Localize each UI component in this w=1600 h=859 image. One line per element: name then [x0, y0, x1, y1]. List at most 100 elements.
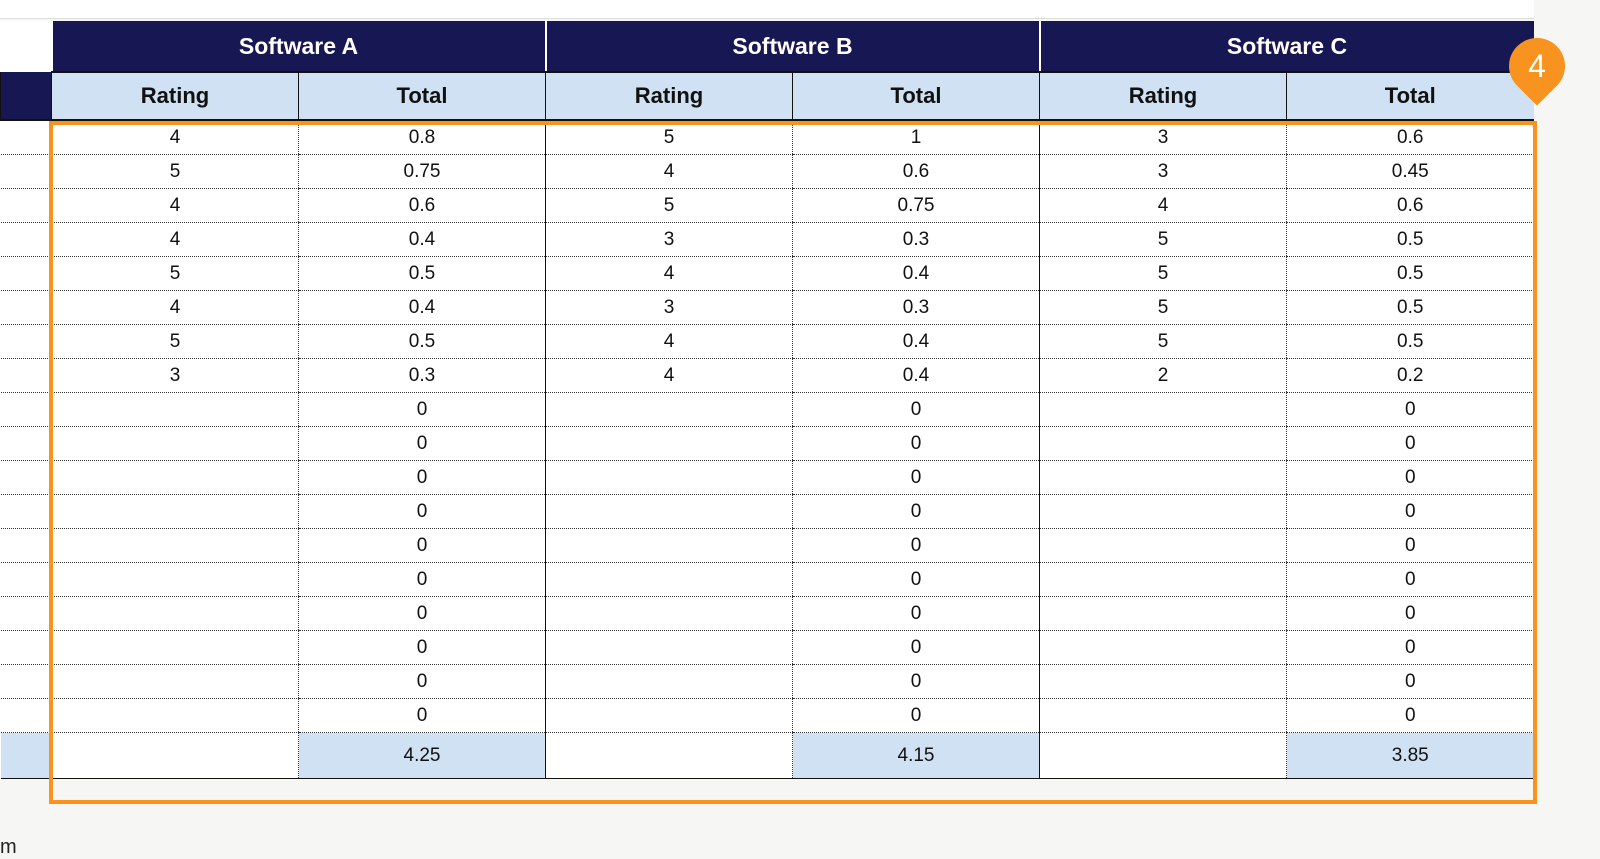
gutter-cell[interactable] [0, 154, 52, 189]
total-cell[interactable]: 0.4 [298, 290, 546, 325]
rating-cell[interactable] [545, 630, 793, 665]
rating-cell[interactable] [1039, 392, 1287, 427]
rating-cell[interactable]: 4 [545, 154, 793, 189]
total-cell[interactable]: 0 [298, 630, 546, 665]
rating-cell[interactable] [545, 460, 793, 495]
rating-cell[interactable]: 3 [1039, 154, 1287, 189]
total-cell[interactable]: 0.4 [792, 256, 1040, 291]
total-cell[interactable]: 0 [1286, 528, 1534, 563]
gutter-cell[interactable] [0, 732, 52, 779]
total-cell[interactable]: 0 [792, 426, 1040, 461]
rating-cell[interactable] [545, 392, 793, 427]
rating-cell[interactable]: 5 [1039, 324, 1287, 359]
total-cell[interactable]: 0 [1286, 460, 1534, 495]
total-cell[interactable]: 0.6 [1286, 120, 1534, 155]
total-cell[interactable]: 0 [298, 392, 546, 427]
total-cell[interactable]: 0 [1286, 494, 1534, 529]
total-cell[interactable]: 0.3 [792, 290, 1040, 325]
gutter-cell[interactable] [0, 460, 52, 495]
total-cell[interactable]: 0 [1286, 630, 1534, 665]
total-cell[interactable]: 0 [298, 664, 546, 699]
rating-cell[interactable] [545, 528, 793, 563]
gutter-cell[interactable] [0, 596, 52, 631]
total-cell[interactable]: 0.3 [792, 222, 1040, 257]
rating-cell[interactable] [545, 664, 793, 699]
gutter-cell[interactable] [0, 528, 52, 563]
total-cell[interactable]: 1 [792, 120, 1040, 155]
gutter-cell[interactable] [0, 392, 52, 427]
total-cell[interactable]: 0 [1286, 698, 1534, 733]
total-cell[interactable]: 0 [1286, 664, 1534, 699]
total-cell[interactable]: 0.6 [298, 188, 546, 223]
total-cell[interactable]: 0 [1286, 426, 1534, 461]
total-cell[interactable]: 0 [1286, 596, 1534, 631]
total-cell[interactable]: 0 [298, 698, 546, 733]
gutter-cell[interactable] [0, 698, 52, 733]
rating-cell[interactable]: 4 [51, 120, 299, 155]
rating-cell[interactable]: 4 [545, 358, 793, 393]
rating-cell[interactable]: 5 [545, 188, 793, 223]
total-cell[interactable]: 0 [298, 494, 546, 529]
rating-cell[interactable]: 3 [51, 358, 299, 393]
rating-cell[interactable]: 4 [1039, 188, 1287, 223]
rating-cell[interactable] [1039, 630, 1287, 665]
total-cell[interactable]: 0.4 [792, 358, 1040, 393]
total-cell[interactable]: 0.5 [298, 256, 546, 291]
total-software-c[interactable]: 3.85 [1286, 732, 1534, 779]
total-cell[interactable]: 0 [792, 698, 1040, 733]
rating-cell[interactable] [51, 596, 299, 631]
total-cell[interactable]: 0 [298, 460, 546, 495]
rating-cell[interactable] [51, 392, 299, 427]
rating-cell[interactable] [51, 630, 299, 665]
rating-cell[interactable] [1039, 664, 1287, 699]
total-cell[interactable]: 0.5 [1286, 222, 1534, 257]
total-cell[interactable]: 0 [792, 460, 1040, 495]
rating-cell[interactable]: 5 [51, 324, 299, 359]
rating-cell[interactable]: 3 [545, 290, 793, 325]
gutter-cell[interactable] [0, 494, 52, 529]
total-cell[interactable]: 0.75 [298, 154, 546, 189]
rating-cell[interactable]: 5 [1039, 290, 1287, 325]
total-cell[interactable]: 0.3 [298, 358, 546, 393]
total-software-b[interactable]: 4.15 [792, 732, 1040, 779]
rating-cell[interactable] [1039, 698, 1287, 733]
rating-cell[interactable]: 5 [1039, 222, 1287, 257]
rating-cell[interactable] [1039, 426, 1287, 461]
total-cell[interactable]: 0 [792, 664, 1040, 699]
total-cell[interactable]: 0.45 [1286, 154, 1534, 189]
cell[interactable] [1039, 732, 1287, 779]
rating-cell[interactable] [545, 426, 793, 461]
gutter-cell[interactable] [0, 426, 52, 461]
rating-cell[interactable]: 3 [1039, 120, 1287, 155]
rating-cell[interactable]: 4 [51, 188, 299, 223]
gutter-cell[interactable] [0, 188, 52, 223]
rating-cell[interactable] [545, 596, 793, 631]
rating-cell[interactable]: 4 [545, 256, 793, 291]
gutter-cell[interactable] [0, 562, 52, 597]
gutter-cell[interactable] [0, 664, 52, 699]
total-cell[interactable]: 0 [1286, 562, 1534, 597]
rating-cell[interactable] [545, 698, 793, 733]
total-cell[interactable]: 0.5 [1286, 290, 1534, 325]
rating-cell[interactable] [1039, 494, 1287, 529]
rating-cell[interactable] [1039, 528, 1287, 563]
cell[interactable] [51, 732, 299, 779]
rating-cell[interactable]: 5 [51, 256, 299, 291]
gutter-cell[interactable] [0, 222, 52, 257]
gutter-cell[interactable] [0, 120, 52, 155]
cell[interactable] [545, 732, 793, 779]
rating-cell[interactable]: 5 [1039, 256, 1287, 291]
rating-cell[interactable]: 3 [545, 222, 793, 257]
rating-cell[interactable] [1039, 562, 1287, 597]
rating-cell[interactable] [51, 664, 299, 699]
total-cell[interactable]: 0 [298, 562, 546, 597]
rating-cell[interactable] [51, 460, 299, 495]
rating-cell[interactable]: 4 [51, 222, 299, 257]
total-cell[interactable]: 0 [1286, 392, 1534, 427]
total-cell[interactable]: 0 [792, 630, 1040, 665]
gutter-cell[interactable] [0, 358, 52, 393]
total-cell[interactable]: 0.6 [1286, 188, 1534, 223]
total-cell[interactable]: 0.4 [298, 222, 546, 257]
total-cell[interactable]: 0.4 [792, 324, 1040, 359]
total-cell[interactable]: 0.8 [298, 120, 546, 155]
